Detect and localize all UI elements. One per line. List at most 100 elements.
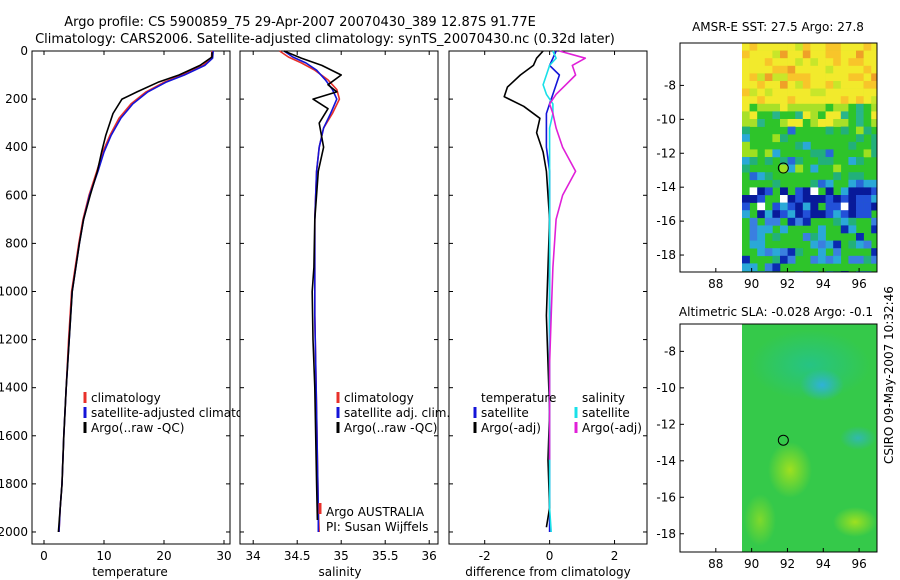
sst-cell bbox=[780, 88, 788, 97]
temperature-lines bbox=[57, 50, 214, 533]
legend-label-satellite: satellite-adjusted climatology bbox=[91, 406, 269, 420]
sst-cell bbox=[787, 103, 796, 112]
sst-cell bbox=[840, 210, 849, 219]
sst-cell bbox=[848, 202, 857, 211]
sst-cell bbox=[780, 50, 788, 59]
sst-cell bbox=[749, 195, 758, 203]
sst-cell bbox=[795, 119, 804, 127]
sst-cell bbox=[840, 111, 849, 120]
temperature-series-argo-raw-qc- bbox=[57, 52, 213, 533]
sst-cell bbox=[802, 111, 811, 120]
sst-cell bbox=[749, 119, 758, 127]
sst-cell bbox=[787, 111, 796, 120]
sst-cell bbox=[757, 96, 766, 105]
sst-cell bbox=[856, 81, 864, 89]
sst-cell bbox=[856, 187, 864, 196]
sst-cell bbox=[772, 58, 781, 67]
sst-cell bbox=[787, 164, 796, 173]
sst-cell bbox=[764, 81, 773, 89]
difference-xlabel: difference from climatology bbox=[465, 565, 631, 579]
sst-cell bbox=[780, 255, 788, 264]
sst-cell bbox=[848, 187, 857, 196]
sst-cell bbox=[780, 187, 788, 196]
sst-cell bbox=[818, 96, 826, 105]
sst-cell bbox=[863, 195, 872, 203]
salinity-xtick-label: 36 bbox=[422, 549, 437, 563]
sst-cell bbox=[742, 96, 750, 105]
sst-cell bbox=[825, 43, 834, 51]
sst-cell bbox=[757, 111, 766, 120]
sst-cell bbox=[795, 157, 804, 165]
sst-cell bbox=[818, 225, 826, 234]
sst-cell bbox=[780, 96, 788, 105]
sst-cell bbox=[757, 119, 766, 127]
sst-cell bbox=[772, 134, 781, 143]
sst-cell bbox=[795, 210, 804, 219]
sla-map-xtick-label: 88 bbox=[708, 557, 723, 571]
sst-cell bbox=[840, 73, 849, 82]
sst-cell bbox=[863, 81, 872, 89]
sst-cell bbox=[833, 240, 842, 249]
sst-cell bbox=[871, 65, 877, 74]
sst-cell bbox=[780, 43, 788, 51]
sst-cell bbox=[742, 157, 750, 165]
temperature-xtick-label: 0 bbox=[40, 549, 48, 563]
sst-cell bbox=[787, 50, 796, 59]
sst-map-ytick-label: -8 bbox=[664, 78, 676, 92]
sst-cell bbox=[871, 225, 877, 234]
sst-cell bbox=[871, 195, 877, 203]
salinity-ticks: 34 34.5 35 35.5 36 bbox=[240, 50, 438, 563]
sst-cell bbox=[795, 50, 804, 59]
sst-cell bbox=[742, 50, 750, 59]
sst-cell bbox=[825, 119, 834, 127]
sla-low-anomaly bbox=[800, 369, 844, 401]
difference-series-temperature-argo-adj- bbox=[503, 50, 551, 528]
sst-cell bbox=[749, 187, 758, 196]
sst-cell bbox=[795, 248, 804, 257]
sst-cell bbox=[772, 50, 781, 59]
sst-cell bbox=[742, 65, 750, 74]
sst-cell bbox=[810, 96, 819, 105]
sst-cell bbox=[848, 43, 857, 51]
sst-cell bbox=[848, 73, 857, 82]
sst-cell bbox=[742, 149, 750, 158]
sst-cell bbox=[848, 210, 857, 219]
sst-cell bbox=[802, 50, 811, 59]
sst-cell bbox=[795, 103, 804, 112]
temperature-ytick-label: 600 bbox=[5, 188, 28, 202]
sst-cell bbox=[757, 240, 766, 249]
sst-cell bbox=[780, 65, 788, 74]
sst-cell bbox=[856, 43, 864, 51]
sla-high-anomaly-south bbox=[833, 507, 877, 537]
temperature-axes-frame bbox=[31, 50, 231, 545]
sst-map-ytick-label: -14 bbox=[656, 180, 676, 194]
sst-cell bbox=[764, 248, 773, 257]
sst-cell bbox=[802, 119, 811, 127]
sst-cell bbox=[787, 88, 796, 97]
sst-cell bbox=[742, 195, 750, 203]
sst-cell bbox=[742, 73, 750, 82]
sst-cell bbox=[871, 141, 877, 150]
sst-cell bbox=[749, 43, 758, 51]
difference-xtick-label: 0 bbox=[546, 549, 554, 563]
sst-cell bbox=[856, 157, 864, 165]
sst-cell bbox=[787, 81, 796, 89]
sst-cell bbox=[856, 195, 864, 203]
sst-cell bbox=[749, 96, 758, 105]
sla-low-anomaly-east bbox=[840, 426, 876, 450]
sla-high-anomaly bbox=[768, 442, 812, 498]
sst-cell bbox=[871, 111, 877, 120]
sst-cell bbox=[833, 210, 842, 219]
sst-cell bbox=[825, 157, 834, 165]
sst-cell bbox=[764, 65, 773, 74]
sst-cell bbox=[840, 81, 849, 89]
sst-cell bbox=[856, 240, 864, 249]
sst-cell bbox=[772, 217, 781, 226]
sst-cell bbox=[802, 202, 811, 211]
sst-cell bbox=[871, 134, 877, 143]
sst-cell bbox=[871, 149, 877, 158]
sla-map-ytick-label: -16 bbox=[656, 490, 676, 504]
sst-cell bbox=[749, 233, 758, 241]
sst-cell bbox=[757, 248, 766, 257]
sst-cell bbox=[780, 103, 788, 112]
